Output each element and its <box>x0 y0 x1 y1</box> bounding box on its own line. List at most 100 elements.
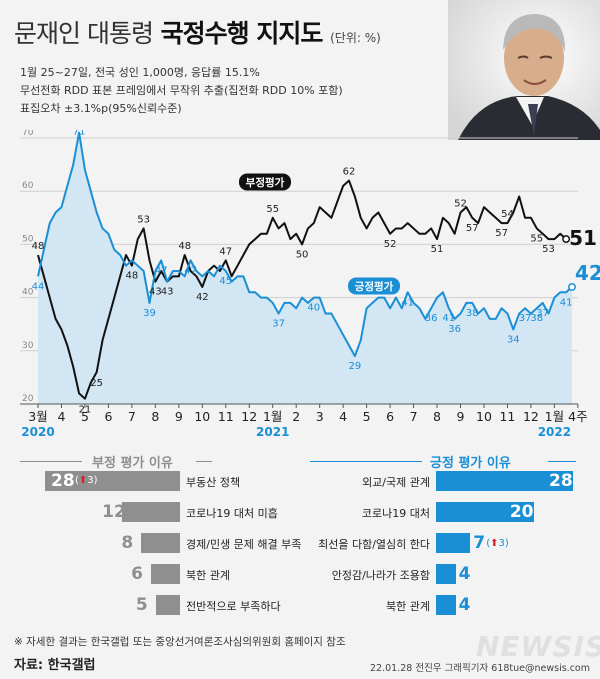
negative-bar-value: 12 <box>102 502 126 522</box>
year-label: 2020 <box>21 425 54 439</box>
unit-label: (단위: %) <box>330 31 381 45</box>
data-label: 45 <box>219 276 232 287</box>
negative-reason-label: 코로나19 대처 미흡 <box>186 507 278 520</box>
negative-change-badge: (⬆3) <box>75 475 98 486</box>
series-tag-bg <box>239 173 291 191</box>
positive-bar <box>436 595 456 615</box>
positive-fill <box>38 132 572 404</box>
survey-note-3: 표집오차 ±3.1%p(95%신뢰수준) <box>20 102 182 115</box>
data-label: 50 <box>296 249 309 260</box>
x-tick-label: 9 <box>457 409 465 424</box>
y-tick-label: 60 <box>22 181 34 191</box>
data-label: 39 <box>143 308 156 319</box>
data-label: 53 <box>137 214 150 225</box>
x-tick-label: 8 <box>433 409 441 424</box>
data-label: 36 <box>448 324 461 335</box>
data-label: 57 <box>466 223 479 234</box>
negative-line <box>37 179 567 400</box>
last-point-marker <box>568 283 576 291</box>
series-tag-bg <box>348 277 400 295</box>
positive-reason-label: 안정감/나라가 조용함 <box>331 569 430 582</box>
negative-reasons-title: 부정 평가 이유 <box>92 456 173 471</box>
x-tick-label: 1월 <box>263 409 282 424</box>
data-label: 55 <box>530 233 543 244</box>
data-label: 71 <box>73 130 86 138</box>
last-value-label: 42 <box>575 261 600 285</box>
data-label: 54 <box>501 209 514 220</box>
x-tick-label: 8 <box>151 409 159 424</box>
data-label: 38 <box>530 313 543 324</box>
x-tick-label: 11 <box>499 409 515 424</box>
x-tick-label: 4 <box>339 409 347 424</box>
x-tick-label: 11 <box>218 409 234 424</box>
survey-note-2: 무선전화 RDD 표본 프레임에서 무작위 추출(집전화 RDD 10% 포함) <box>20 84 343 97</box>
negative-reason-label: 부동산 정책 <box>186 476 241 489</box>
positive-bar <box>436 502 534 522</box>
negative-bar <box>151 564 180 584</box>
last-value-label: 51 <box>569 226 597 250</box>
data-label: 52 <box>384 239 397 250</box>
positive-bar-value: 28 <box>549 471 573 491</box>
x-tick-label: 12 <box>523 409 539 424</box>
data-label: 57 <box>495 228 508 239</box>
positive-change-badge: (⬆3) <box>486 538 509 549</box>
y-tick-label: 70 <box>22 130 34 138</box>
negative-title-rule <box>20 461 82 462</box>
x-tick-label: 2 <box>292 409 300 424</box>
year-label: 2021 <box>256 425 289 439</box>
series-tag-label: 긍정평가 <box>355 280 394 293</box>
x-tick-label: 4 <box>57 409 65 424</box>
negative-bar <box>122 502 180 522</box>
data-label: 55 <box>266 204 279 215</box>
negative-title-rule-right <box>196 461 212 462</box>
data-label: 34 <box>507 335 520 346</box>
x-tick-label: 12 <box>241 409 257 424</box>
data-label: 44 <box>32 281 45 292</box>
positive-area <box>38 132 572 404</box>
negative-bar <box>45 471 180 491</box>
y-tick-label: 20 <box>22 394 34 404</box>
data-label: 52 <box>454 198 467 209</box>
positive-reason-label: 외교/국제 관계 <box>362 476 430 489</box>
x-tick-label: 9 <box>175 409 183 424</box>
x-tick-label: 10 <box>476 409 492 424</box>
x-tick-label: 5 <box>81 409 89 424</box>
data-label: 62 <box>343 167 356 178</box>
portrait-photo <box>448 0 600 140</box>
data-label: 47 <box>155 265 168 276</box>
positive-bar-value: 7 <box>473 533 486 553</box>
data-label: 29 <box>349 361 362 372</box>
data-label: 51 <box>431 244 444 255</box>
data-label: 48 <box>178 241 191 252</box>
x-tick-label: 3월 <box>28 409 47 424</box>
series-tag-label: 부정평가 <box>246 176 285 189</box>
last-point-marker <box>562 235 571 244</box>
x-tick-label: 5 <box>363 409 371 424</box>
data-label: 41 <box>560 297 573 308</box>
x-tick-label: 6 <box>104 409 112 424</box>
data-label: 25 <box>90 378 103 389</box>
negative-bar-value: 8 <box>121 533 134 553</box>
data-label: 43 <box>149 287 162 298</box>
survey-note-1: 1월 25~27일, 전국 성인 1,000명, 응답률 15.1% <box>20 66 260 79</box>
data-label: 53 <box>542 244 555 255</box>
positive-reason-label: 북한 관계 <box>386 600 430 613</box>
x-tick-label: 3 <box>316 409 324 424</box>
positive-reasons-title: 긍정 평가 이유 <box>430 456 511 471</box>
y-tick-label: 50 <box>22 234 34 244</box>
negative-reason-label: 북한 관계 <box>186 569 230 582</box>
title-emphasis: 국정수행 지지도 <box>160 19 324 48</box>
negative-bar <box>141 533 180 553</box>
positive-reason-label: 최선을 다함/열심히 한다 <box>318 538 430 551</box>
data-label: 47 <box>219 246 232 257</box>
credit-line: 22.01.28 전진우 그래픽기자 618tue@newsis.com <box>370 663 590 674</box>
negative-reason-label: 경제/민생 문제 해결 부족 <box>186 538 302 551</box>
data-label: 47 <box>184 265 197 276</box>
positive-title-rule <box>310 461 422 462</box>
positive-title-rule-right <box>548 461 576 462</box>
x-tick-label: 7 <box>410 409 418 424</box>
data-label: 38 <box>466 308 479 319</box>
